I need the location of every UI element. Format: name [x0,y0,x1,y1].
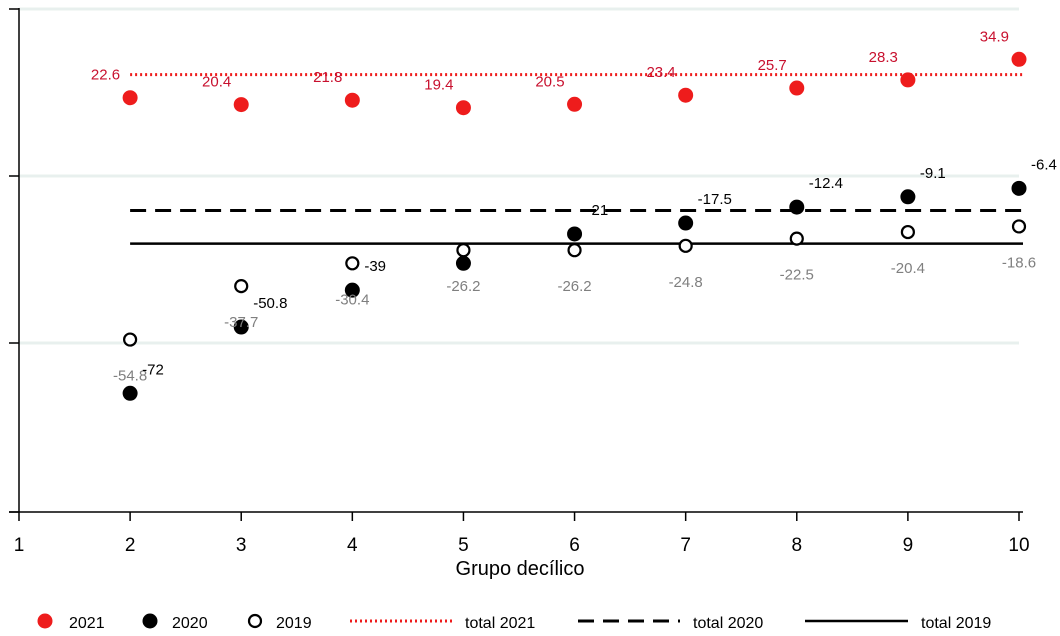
x-tick-label: 10 [1008,535,1029,556]
data-label-2021: 20.5 [535,73,564,90]
x-tick-label: 5 [458,535,469,556]
point-2019 [123,332,138,347]
point-2019 [567,243,582,258]
data-label-2019: -37.7 [224,314,258,331]
point-2019 [345,256,360,271]
data-label-2019: -26.2 [446,278,480,295]
point-2020 [1011,180,1027,196]
data-label-2019: -54.8 [113,368,147,385]
data-label-2021: 28.3 [869,49,898,66]
point-2021 [455,100,471,116]
x-tick-label: 3 [236,535,247,556]
data-label-2019: -20.4 [891,260,925,277]
data-label-2020: -39 [364,258,386,275]
legend-label-2021: 2021 [69,615,105,632]
axes: 1 2 3 4 5 6 7 8 9 10 [9,8,1030,556]
x-axis-label: Grupo decílico [456,558,585,580]
legend-marker-2021 [37,613,53,629]
data-label-2020: -50.8 [253,295,287,312]
point-2019 [678,238,693,253]
point-2020 [344,282,360,298]
legend-marker-2020 [142,613,158,629]
legend-label-total-2021: total 2021 [465,615,535,632]
data-label-2019: -22.5 [780,267,814,284]
gridlines [19,7,1019,345]
data-label-2020: -6.4 [1031,156,1057,173]
data-label-2019: -18.6 [1002,254,1036,271]
point-2021 [122,90,138,106]
point-2020 [233,319,249,335]
data-label-2019: -26.2 [557,278,591,295]
data-label-2019: -24.8 [669,274,703,291]
point-2020 [900,189,916,205]
data-points [122,51,1027,401]
x-tick-label: 2 [125,535,136,556]
legend-marker-2019 [247,613,263,629]
legend: 2021 2020 2019 total 2021 total 2020 total 20… [37,613,991,632]
x-tick-label: 7 [680,535,691,556]
point-2021 [233,97,249,113]
x-tick-label: 4 [347,535,358,556]
point-2021 [1011,51,1027,67]
point-2021 [678,87,694,103]
x-tick-label: 1 [14,535,25,556]
point-2021 [789,80,805,96]
legend-label-2020: 2020 [172,615,208,632]
point-2021 [567,96,583,112]
data-label-2020: -21 [587,202,609,219]
point-2020 [789,199,805,215]
legend-label-total-2019: total 2019 [921,615,991,632]
data-label-2021: 21.8 [313,69,342,86]
data-label-2020: -17.5 [698,191,732,208]
data-label-2021: 23.4 [646,64,675,81]
x-tick-label: 8 [791,535,802,556]
data-label-2021: 25.7 [758,57,787,74]
point-2020 [455,255,471,271]
data-label-2020: -12.4 [809,175,843,192]
point-2020 [678,215,694,231]
point-2020 [567,226,583,242]
data-labels: 22.6 -54.8-72 20.4 -37.7 -50.8 21.8 -30.4 -39 19… [91,28,1057,384]
data-label-2020: -9.1 [920,165,946,182]
data-label-2021: 19.4 [424,77,453,94]
data-label-2020: -72 [142,361,164,378]
x-tick-label: 9 [903,535,914,556]
point-2019 [1011,219,1027,234]
point-2021 [344,92,360,108]
legend-label-total-2020: total 2020 [693,615,763,632]
point-2021 [900,72,916,88]
data-label-2021: 20.4 [202,74,231,91]
point-2020 [122,385,138,401]
point-2019 [900,224,915,240]
x-tick-label: 6 [569,535,580,556]
data-label-2021: 22.6 [91,67,120,84]
point-2019 [456,243,471,258]
legend-label-2019: 2019 [276,615,312,632]
point-2019 [789,231,804,246]
data-label-2021: 34.9 [980,28,1009,45]
point-2019 [234,279,249,294]
data-label-2019: -30.4 [335,291,369,308]
